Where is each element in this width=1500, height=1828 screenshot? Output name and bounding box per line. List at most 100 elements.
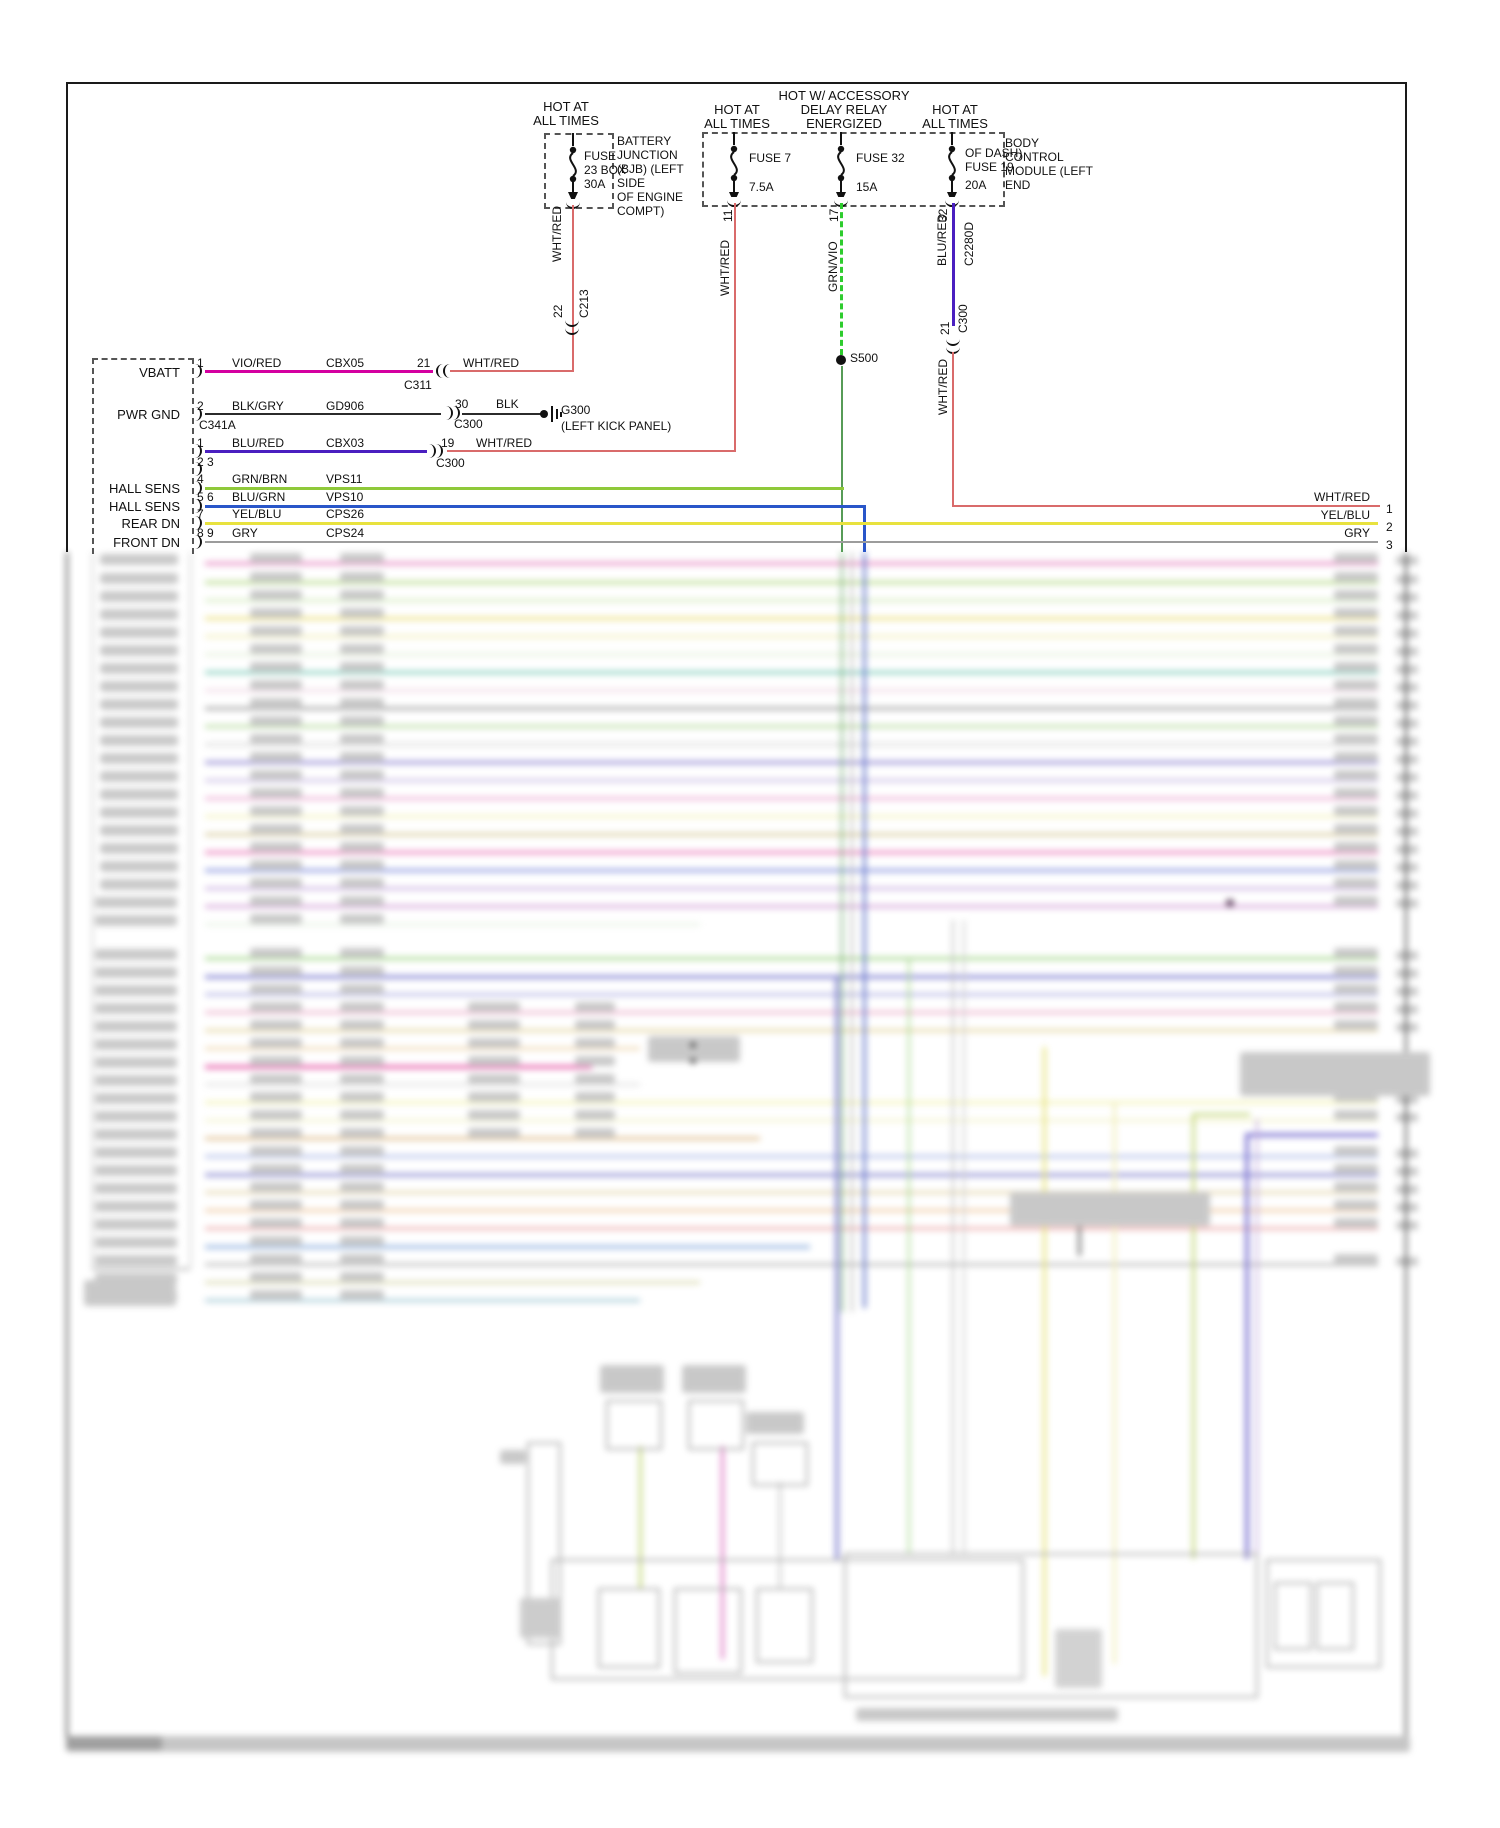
- blurred-text-blob: [100, 681, 178, 692]
- blurred-text-blob: [250, 716, 302, 726]
- connector-row-label: HALL SENS: [108, 481, 180, 496]
- splice-dot: [836, 355, 846, 365]
- ground-bar: [551, 406, 553, 422]
- blurred-text-blob: [1334, 948, 1378, 958]
- blurred-wire-row: [205, 581, 1378, 584]
- blurred-text-blob: [1078, 1226, 1081, 1256]
- blurred-box: [527, 1442, 561, 1645]
- blurred-text-blob: [1334, 752, 1378, 762]
- wire-vio-red: [205, 370, 433, 373]
- bjb-name: COMPT): [617, 204, 665, 218]
- blurred-text-blob: [340, 1272, 384, 1282]
- blurred-text-blob: [340, 734, 384, 744]
- blurred-text-blob: [250, 572, 302, 582]
- fuse-label: 30A: [584, 177, 606, 191]
- blurred-wire-row: [205, 1299, 640, 1302]
- blurred-text-blob: [1396, 987, 1418, 996]
- blurred-text-blob: [340, 1146, 384, 1156]
- blurred-text-blob: [1396, 737, 1418, 746]
- blurred-wire-vertical: [92, 552, 93, 1268]
- connector-pin: 21: [417, 356, 431, 370]
- power-header: ALL TIMES: [704, 116, 770, 131]
- blurred-box: [606, 1400, 662, 1450]
- blurred-text-blob: [575, 1128, 615, 1138]
- blurred-text-blob: [1334, 553, 1378, 563]
- blurred-text-blob: [100, 627, 178, 638]
- blurred-text-blob: [100, 573, 178, 584]
- blurred-text-blob: [340, 788, 384, 798]
- wire-grn-splice: [841, 366, 843, 552]
- blurred-text-blob: [340, 662, 384, 672]
- wire-blu-grn: [205, 505, 866, 508]
- blurred-text-blob: [340, 770, 384, 780]
- blurred-text-blob: [95, 1003, 177, 1014]
- blurred-wire-row: [205, 1191, 1378, 1194]
- blurred-text-blob: [340, 626, 384, 636]
- blurred-text-blob: [1396, 791, 1418, 800]
- bcm-name: CONTROL: [1005, 150, 1064, 164]
- blurred-text-blob: [84, 1280, 176, 1306]
- blurred-text-blob: [95, 1165, 177, 1176]
- wire-label: BLU/RED: [232, 436, 285, 450]
- blurred-wire-vertical: [1113, 1101, 1116, 1664]
- blurred-text-blob: [1396, 969, 1418, 978]
- blurred-text-blob: [1334, 806, 1378, 816]
- blurred-wire-row: [205, 887, 1378, 890]
- blurred-text-blob: [1396, 629, 1418, 638]
- blurred-text-blob: [66, 1736, 1410, 1752]
- blurred-text-blob: [1396, 1095, 1418, 1104]
- blurred-wire-vertical: [851, 552, 853, 1312]
- blurred-box: [1266, 1559, 1381, 1668]
- bcm-name: BODY: [1005, 136, 1040, 150]
- wire-yel-blu: [205, 522, 1378, 525]
- bcm-name: MODULE (LEFT: [1005, 164, 1094, 178]
- fuse-label: 15A: [856, 180, 878, 194]
- blurred-text-blob: [1396, 755, 1418, 764]
- blurred-text-blob: [1396, 1185, 1418, 1194]
- power-header: ENERGIZED: [806, 116, 882, 131]
- inline-connector: [451, 406, 460, 420]
- blurred-text-blob: [1334, 1200, 1378, 1210]
- pin-bracket: [193, 444, 202, 458]
- blurred-wire-vertical: [1043, 1047, 1046, 1676]
- wire-blu-red: [952, 203, 955, 326]
- circuit-label: CPS26: [326, 507, 365, 521]
- wire-blu-red: [205, 450, 427, 453]
- blurred-wire-row: [205, 635, 1378, 638]
- blurred-text-blob: [250, 698, 302, 708]
- blurred-text-blob: [1334, 1254, 1378, 1264]
- blurred-text-blob: [340, 948, 384, 958]
- blurred-text-blob: [1334, 1002, 1378, 1012]
- power-header: HOT AT: [932, 102, 978, 117]
- blurred-text-blob: [1396, 1257, 1418, 1266]
- pin-number: 8 9: [197, 526, 214, 540]
- blurred-wire-row: [205, 1029, 1378, 1032]
- blurred-text-blob: [95, 1021, 177, 1032]
- blurred-text-blob: [340, 1290, 384, 1300]
- blurred-text-blob: [250, 966, 302, 976]
- blurred-wire-row: [205, 779, 1378, 782]
- blurred-text-blob: [340, 553, 384, 563]
- ground-bar: [556, 409, 558, 419]
- blurred-text-blob: [1334, 626, 1378, 636]
- blurred-text-blob: [100, 554, 178, 565]
- blurred-text-blob: [340, 966, 384, 976]
- blurred-text-blob: [1396, 665, 1418, 674]
- circuit-label: CPS24: [326, 526, 365, 540]
- blurred-text-blob: [1226, 899, 1234, 907]
- blurred-text-blob: [1334, 572, 1378, 582]
- connector-row-label: PWR GND: [117, 407, 180, 422]
- connector-row-label: HALL SENS: [108, 499, 180, 514]
- blurred-text-blob: [340, 590, 384, 600]
- wire-label: VIO/RED: [232, 356, 282, 370]
- blurred-text-blob: [1334, 680, 1378, 690]
- blurred-wire-row: [205, 815, 1378, 818]
- blurred-text-blob: [95, 1039, 177, 1050]
- blurred-text-blob: [250, 914, 302, 924]
- wire-label: GRN/VIO: [826, 241, 840, 292]
- blurred-text-blob: [100, 717, 178, 728]
- blurred-text-blob: [340, 1200, 384, 1210]
- wire-blk-gry: [205, 413, 441, 415]
- circuit-label: VPS10: [326, 490, 364, 504]
